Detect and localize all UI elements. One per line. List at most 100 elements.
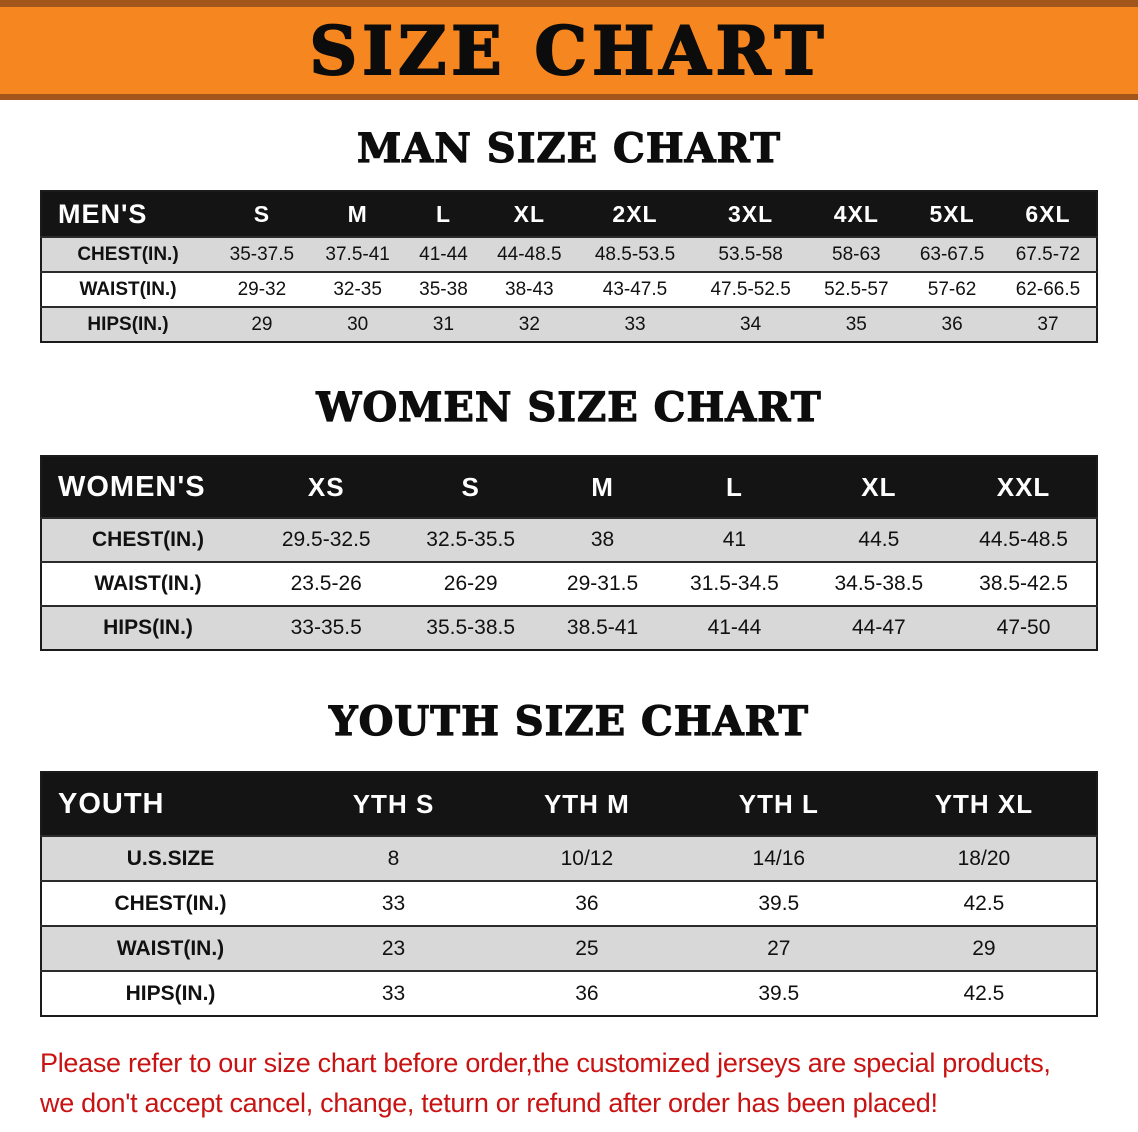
value-cell: 26-29 [443,572,498,595]
measurement-row: CHEST(IN.) 33 36 39.5 42.5 [41,881,1097,926]
value-cell: 33 [381,981,406,1005]
value-cell: 39.5 [758,891,800,915]
women-size-table: WOMEN'S XS S M L XL XXL CHEST(IN.) 29.5-32.5 32.5… [40,455,1098,651]
row-label-cell: WAIST(IN.) [94,572,202,595]
value-cell: 8 [387,846,400,870]
row-label-cell: HIPS(IN.) [125,981,216,1005]
value-cell: 31 [432,313,455,335]
value-cell: 31.5-34.5 [690,572,779,595]
size-column-header: XL [481,191,578,237]
value-cell: 29 [972,936,996,960]
value-cell: 67.5-72 [1015,243,1081,265]
disclaimer-line-1: Please refer to our size chart before or… [40,1048,1051,1078]
value-cell: 35-37.5 [229,243,295,265]
value-cell: 33 [624,313,646,335]
row-label-cell: WAIST(IN.) [79,278,177,300]
value-cell: 37.5-41 [325,243,390,265]
value-cell: 44.5-48.5 [979,528,1068,551]
size-column-header: YTH M [488,772,686,836]
value-cell: 47.5-52.5 [710,278,791,300]
measurement-row: WAIST(IN.) 29-32 32-35 35-38 38-43 43-47.5 47.… [41,272,1097,307]
value-cell: 57-62 [927,278,977,300]
measurement-row: CHEST(IN.) 29.5-32.5 32.5-35.5 38 41 44.5 44.5… [41,518,1097,562]
page-title: SIZE CHART [309,11,829,90]
row-label-cell: CHEST(IN.) [77,243,179,265]
size-column-header: 4XL [808,191,905,237]
value-cell: 62-66.5 [1015,278,1081,300]
value-cell: 14/16 [752,846,806,870]
value-cell: 29 [251,313,273,335]
value-cell: 39.5 [758,981,800,1005]
value-cell: 38-43 [505,278,554,300]
value-cell: 23 [381,936,406,960]
value-cell: 58-63 [832,243,881,265]
value-cell: 32.5-35.5 [426,528,516,551]
value-cell: 52.5-57 [824,278,889,300]
value-cell: 29-31.5 [566,572,639,595]
size-column-header: S [214,191,310,237]
value-cell: 30 [347,313,369,335]
row-label-cell: CHEST(IN.) [92,528,204,551]
size-column-header: XL [806,456,952,518]
size-column-header: M [309,191,406,237]
measurement-row: U.S.SIZE 8 10/12 14/16 18/20 [41,836,1097,881]
table-header-row: WOMEN'S XS S M L XL XXL [41,456,1097,518]
measurement-row: HIPS(IN.) 29 30 31 32 33 34 35 36 37 [41,307,1097,342]
row-label-cell: WAIST(IN.) [116,936,225,960]
size-column-header: YTH L [685,772,872,836]
size-column-header: XXL [951,456,1097,518]
women-section-heading: WOMEN SIZE CHART [316,384,822,431]
value-cell: 36 [575,891,599,915]
value-cell: 34.5-38.5 [834,572,924,595]
value-cell: 44-47 [852,616,906,639]
table-header-row: MEN'S S M L XL 2XL 3XL 4XL 5XL 6XL [41,191,1097,237]
value-cell: 23.5-26 [290,572,362,595]
value-cell: 43-47.5 [602,278,668,300]
table-title-cell: MEN'S [41,191,214,237]
size-column-header: 5XL [904,191,1000,237]
measurement-row: WAIST(IN.) 23 25 27 29 [41,926,1097,971]
men-size-section: MAN SIZE CHART MEN'S S M L XL 2XL 3XL 4XL 5XL 6XL… [0,125,1138,343]
value-cell: 29.5-32.5 [281,528,371,551]
disclaimer-line-2: we don't accept cancel, change, teturn o… [40,1088,938,1118]
size-column-header: XS [254,456,399,518]
men-size-table: MEN'S S M L XL 2XL 3XL 4XL 5XL 6XL CHEST(IN.) 35-37… [40,190,1098,343]
measurement-row: HIPS(IN.) 33 36 39.5 42.5 [41,971,1097,1016]
measurement-row: HIPS(IN.) 33-35.5 35.5-38.5 38.5-41 41-44 44-… [41,606,1097,650]
value-cell: 27 [767,936,791,960]
value-cell: 10/12 [560,846,614,870]
value-cell: 41 [722,528,747,551]
value-cell: 44-48.5 [497,243,562,265]
value-cell: 29-32 [237,278,287,300]
value-cell: 34 [740,313,762,335]
value-cell: 42.5 [963,981,1005,1005]
row-label-cell: HIPS(IN.) [87,313,169,335]
size-column-header: L [405,191,482,237]
value-cell: 35 [845,313,867,335]
value-cell: 41-44 [707,616,762,639]
value-cell: 38 [590,528,615,551]
value-cell: 36 [941,313,963,335]
value-cell: 36 [575,981,599,1005]
youth-size-table: YOUTH YTH S YTH M YTH L YTH XL U.S.SIZE 8 10/12… [40,771,1098,1017]
size-column-header: S [398,456,543,518]
value-cell: 44.5 [858,528,900,551]
table-header-row: YOUTH YTH S YTH M YTH L YTH XL [41,772,1097,836]
row-label-cell: HIPS(IN.) [103,616,193,639]
women-size-section: WOMEN SIZE CHART WOMEN'S XS S M L XL XXL CHEST(… [0,384,1138,651]
value-cell: 33 [381,891,406,915]
value-cell: 33-35.5 [290,616,362,639]
value-cell: 63-67.5 [919,243,985,265]
size-column-header: YTH S [299,772,489,836]
value-cell: 53.5-58 [718,243,783,265]
measurement-row: WAIST(IN.) 23.5-26 26-29 29-31.5 31.5-34.5 34… [41,562,1097,606]
banner: SIZE CHART [0,0,1138,100]
table-title-cell: YOUTH [41,772,299,836]
table-title-cell: WOMEN'S [41,456,254,518]
size-column-header: YTH XL [871,772,1097,836]
youth-size-section: YOUTH SIZE CHART YOUTH YTH S YTH M YTH L YTH… [0,698,1138,1017]
men-section-heading: MAN SIZE CHART [356,125,781,172]
disclaimer: Please refer to our size chart before or… [40,1043,1138,1123]
value-cell: 25 [575,936,599,960]
